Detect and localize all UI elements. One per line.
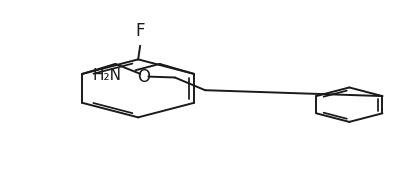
Text: F: F [135, 22, 145, 40]
Text: O: O [137, 68, 150, 86]
Text: H₂N: H₂N [92, 68, 122, 83]
